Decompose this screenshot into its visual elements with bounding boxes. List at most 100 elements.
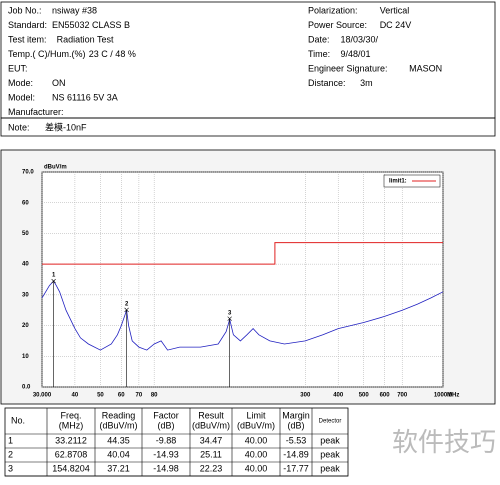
x-tick-label: 30.000 xyxy=(33,393,52,399)
column-header: Factor xyxy=(153,410,179,420)
table-cell: 22.23 xyxy=(200,463,223,473)
column-header: (dBuV/m) xyxy=(237,420,275,430)
field-label: Manufacturer: xyxy=(8,107,64,117)
table-cell: 37.21 xyxy=(107,463,130,473)
watermark: 软件技巧 xyxy=(392,427,496,457)
field-label: Job No.: xyxy=(8,5,42,15)
y-tick-label: 40 xyxy=(22,262,29,268)
table-cell: -14.89 xyxy=(283,449,309,459)
column-header: (dB) xyxy=(287,420,304,430)
table-cell: -9.88 xyxy=(156,435,177,445)
table-cell: 33.2112 xyxy=(55,435,87,445)
field-value: EN55032 CLASS B xyxy=(52,20,130,30)
field-value: Vertical xyxy=(380,5,410,15)
note-box xyxy=(0,117,496,137)
table-cell: 25.11 xyxy=(200,449,222,459)
table-cell: 1 xyxy=(8,435,13,445)
table-cell: 40.00 xyxy=(245,435,268,445)
x-tick-label: 400 xyxy=(333,393,344,399)
y-tick-label: 60 xyxy=(22,200,29,206)
marker-cross xyxy=(124,307,129,313)
table-cell: 3 xyxy=(8,463,13,473)
x-tick-label: 700 xyxy=(397,393,408,399)
table-cell: -14.93 xyxy=(153,449,179,459)
field-value: NS 61116 5V 3A xyxy=(52,92,118,102)
x-unit: MHz xyxy=(447,393,459,399)
field-value: 18/03/30/ xyxy=(341,34,379,44)
column-header: Result xyxy=(198,410,224,420)
plot-area xyxy=(41,171,444,388)
x-tick-label: 300 xyxy=(300,393,311,399)
field-value: nsiway #38 xyxy=(52,5,97,15)
table-cell: peak xyxy=(320,449,340,459)
marker-cross xyxy=(227,316,232,321)
column-header: (dBuV/m) xyxy=(192,420,230,430)
field-label: Test item: xyxy=(8,34,47,44)
y-tick-label: 50 xyxy=(22,231,29,237)
x-tick-label: 70 xyxy=(136,393,143,399)
note-value: 差模-10nF xyxy=(45,121,87,132)
column-header: Reading xyxy=(102,410,136,420)
field-label: Date: xyxy=(308,34,330,44)
table-cell: -14.98 xyxy=(153,463,179,473)
y-tick-label: 20 xyxy=(22,323,29,329)
table-cell: 40.04 xyxy=(107,449,130,459)
column-header: No. xyxy=(11,415,25,425)
field-value: DC 24V xyxy=(380,20,412,30)
field-label: Temp.( C)/Hum.(%) xyxy=(8,49,86,59)
table-cell: 40.00 xyxy=(245,449,268,459)
y-tick-label: 70.0 xyxy=(22,170,34,176)
limit-line xyxy=(42,242,443,265)
field-value: Radiation Test xyxy=(57,34,114,44)
table-cell: peak xyxy=(320,463,340,473)
marker-cross xyxy=(51,278,56,284)
field-label: Engineer Signature: xyxy=(308,63,388,73)
field-label: Mode: xyxy=(8,78,33,88)
table-cell: 2 xyxy=(8,449,13,459)
field-label: Power Source: xyxy=(308,20,367,30)
field-value: ON xyxy=(52,78,66,88)
y-axis-label: dBuV/m xyxy=(44,165,67,171)
field-label: Polarization: xyxy=(308,5,358,15)
marker-label: 1 xyxy=(52,273,56,279)
trace xyxy=(41,280,444,351)
table-cell: -17.77 xyxy=(283,463,309,473)
y-tick-label: 30 xyxy=(22,292,29,298)
table-cell: peak xyxy=(320,435,340,445)
table-cell: 34.47 xyxy=(200,435,223,445)
field-value: 3m xyxy=(360,78,373,88)
column-header: Margin xyxy=(282,410,310,420)
field-value: 23 C / 48 % xyxy=(89,49,136,59)
field-label: Model: xyxy=(8,92,35,102)
marker-label: 2 xyxy=(125,301,129,307)
x-tick-label: 1000.0 xyxy=(434,393,453,399)
field-label: Standard: xyxy=(8,20,47,30)
column-header: Freq. xyxy=(60,410,81,420)
table-cell: 44.35 xyxy=(107,435,130,445)
field-label: Time: xyxy=(308,49,330,59)
x-tick-label: 40 xyxy=(72,393,79,399)
x-tick-label: 600 xyxy=(380,393,391,399)
legend-label: limit1: xyxy=(389,179,407,185)
column-header: Limit xyxy=(246,410,266,420)
x-tick-label: 50 xyxy=(97,393,104,399)
column-header: (dBuV/m) xyxy=(99,420,137,430)
x-tick-label: 500 xyxy=(359,393,370,399)
y-tick-label: 0.0 xyxy=(22,385,31,391)
table-cell: -5.53 xyxy=(286,435,307,445)
marker-label: 3 xyxy=(228,310,232,316)
column-header: Detector xyxy=(319,419,342,425)
column-header: (dB) xyxy=(157,420,174,430)
field-value: MASON xyxy=(409,63,442,73)
field-label: Distance: xyxy=(308,78,346,88)
field-value: 9/48/01 xyxy=(341,49,371,59)
table-cell: 154.8204 xyxy=(52,463,90,473)
x-tick-label: 80 xyxy=(151,393,158,399)
y-tick-label: 10 xyxy=(22,354,29,360)
table-cell: 62.8708 xyxy=(55,449,88,459)
table-cell: 40.00 xyxy=(245,463,268,473)
x-tick-label: 60 xyxy=(118,393,125,399)
note-label: Note: xyxy=(8,122,30,132)
